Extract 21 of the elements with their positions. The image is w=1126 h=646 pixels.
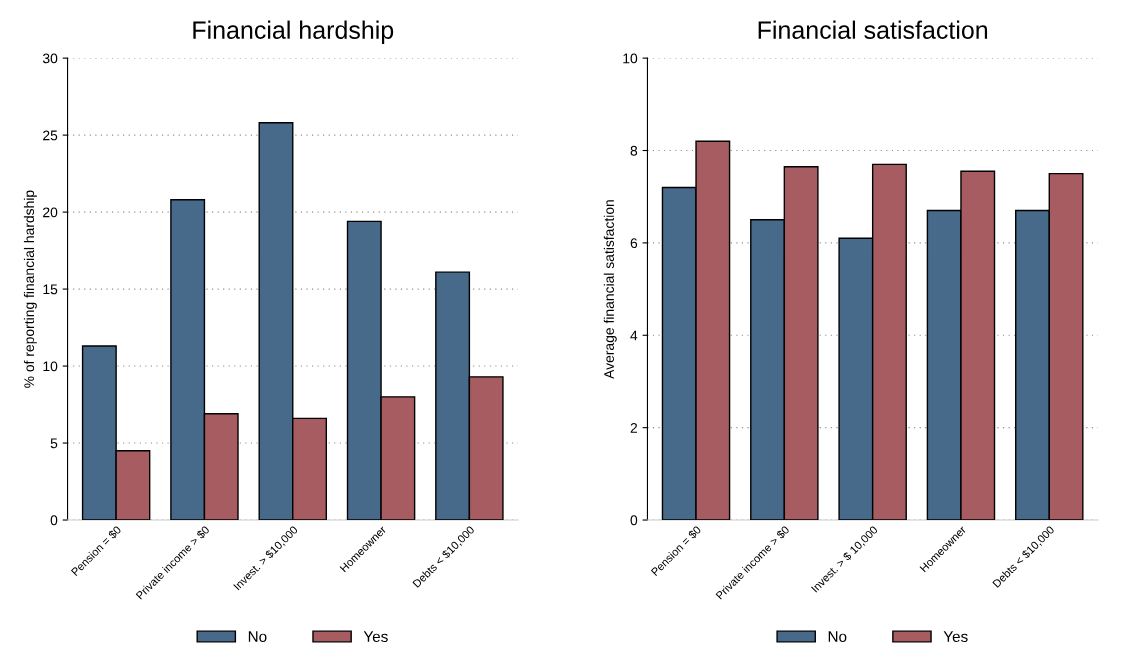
chart-title: Financial satisfaction [758,20,988,39]
legend-label: Yes [943,631,968,642]
legend-label: Yes [363,631,388,642]
y-axis-title: % of reporting financial hardship [23,190,37,388]
y-tick-label: 0 [630,515,638,526]
legend-label: No [248,631,267,642]
y-tick-label: 15 [43,284,58,295]
y-tick-label: 25 [43,130,58,141]
y-tick-label: 2 [630,422,638,433]
y-tick-label: 10 [43,361,58,372]
y-tick-label: 5 [50,438,58,449]
y-tick-label: 8 [630,145,638,156]
y-tick-label: 30 [42,53,58,64]
y-tick-label: 0 [50,515,58,526]
y-tick-label: 6 [630,238,638,249]
y-tick-label: 10 [623,53,638,64]
y-tick-label: 4 [630,330,638,341]
chart-title: Financial hardship [193,20,394,44]
y-axis-title: Average financial satisfaction [603,200,617,379]
y-tick-label: 20 [43,207,58,218]
legend-label: No [828,631,847,642]
